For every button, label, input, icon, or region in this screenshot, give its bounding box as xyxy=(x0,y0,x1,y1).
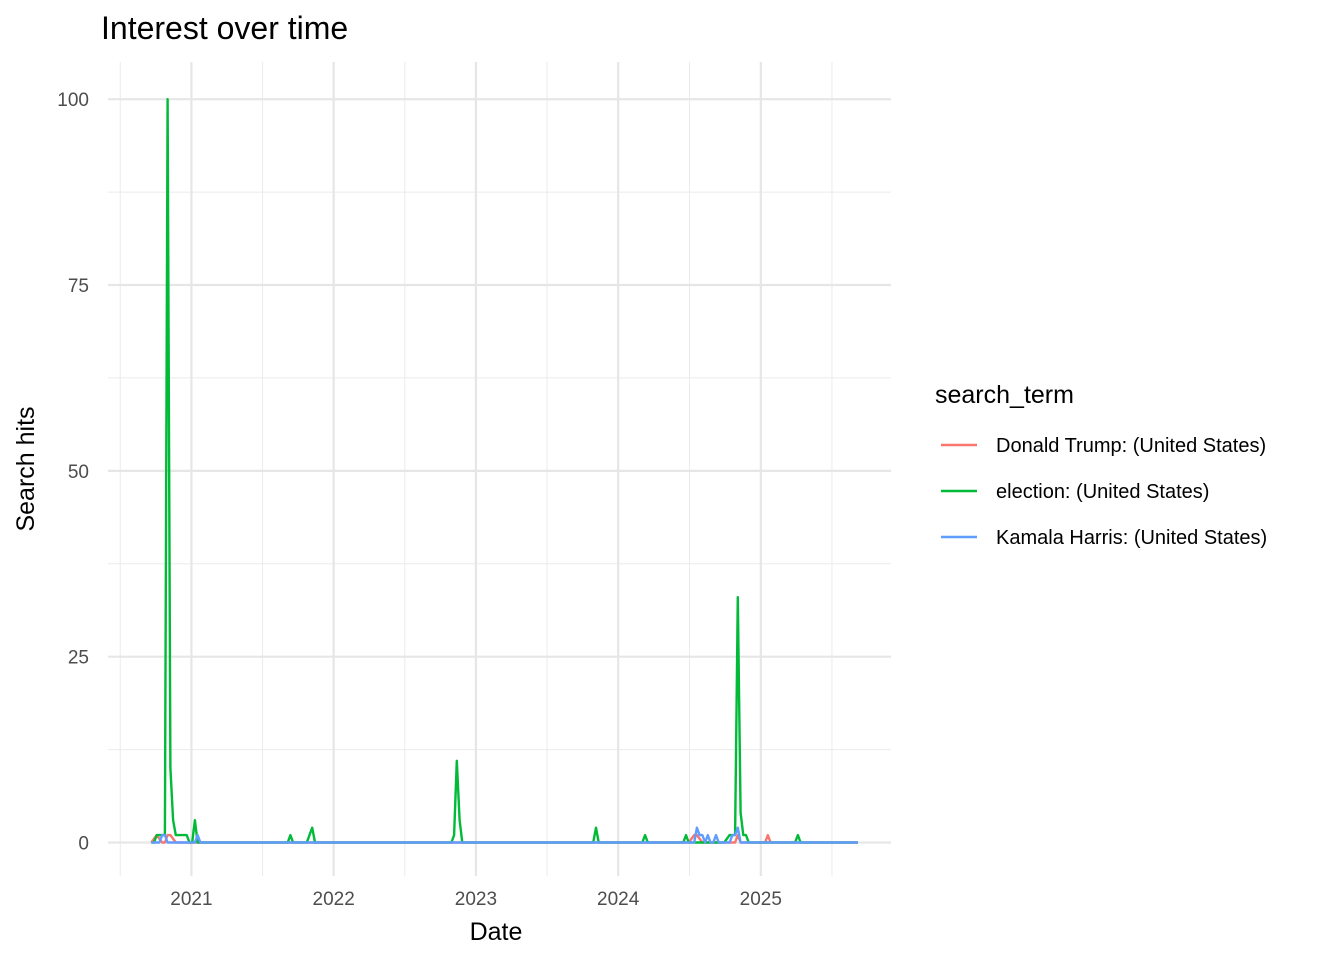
y-tick-label: 50 xyxy=(68,462,89,483)
x-tick-label: 2023 xyxy=(455,889,497,910)
legend-label: election: (United States) xyxy=(996,481,1209,503)
legend-items: Donald Trump: (United States) election: (… xyxy=(941,435,1267,549)
x-axis-tick-labels: 2021 2022 2023 2024 2025 xyxy=(170,889,782,910)
legend-item: Kamala Harris: (United States) xyxy=(941,527,1267,549)
major-gridlines xyxy=(108,62,891,876)
x-tick-label: 2024 xyxy=(597,889,640,910)
legend-label: Donald Trump: (United States) xyxy=(996,435,1266,457)
y-tick-label: 100 xyxy=(57,90,89,111)
y-axis-title: Search hits xyxy=(12,406,40,531)
legend-title: search_term xyxy=(935,381,1074,409)
series-lines xyxy=(150,97,858,844)
chart-title: Interest over time xyxy=(101,10,348,46)
x-tick-label: 2022 xyxy=(313,889,355,910)
minor-gridlines xyxy=(108,62,891,876)
x-tick-label: 2025 xyxy=(740,889,782,910)
legend: search_term Donald Trump: (United States… xyxy=(935,381,1267,549)
legend-label: Kamala Harris: (United States) xyxy=(996,527,1267,549)
y-tick-label: 0 xyxy=(78,834,89,855)
series-line-3 xyxy=(151,826,858,844)
x-tick-label: 2021 xyxy=(170,889,212,910)
y-axis-tick-labels: 0 25 50 75 100 xyxy=(57,90,89,854)
series-line-2 xyxy=(151,97,858,844)
legend-item: Donald Trump: (United States) xyxy=(941,435,1266,457)
y-tick-label: 75 xyxy=(68,276,89,297)
legend-item: election: (United States) xyxy=(941,481,1209,503)
y-tick-label: 25 xyxy=(68,648,89,669)
x-axis-title: Date xyxy=(470,918,523,946)
